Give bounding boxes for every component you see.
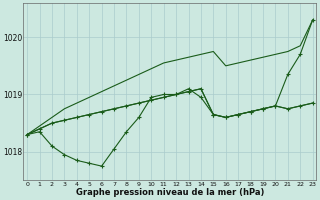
X-axis label: Graphe pression niveau de la mer (hPa): Graphe pression niveau de la mer (hPa) — [76, 188, 264, 197]
